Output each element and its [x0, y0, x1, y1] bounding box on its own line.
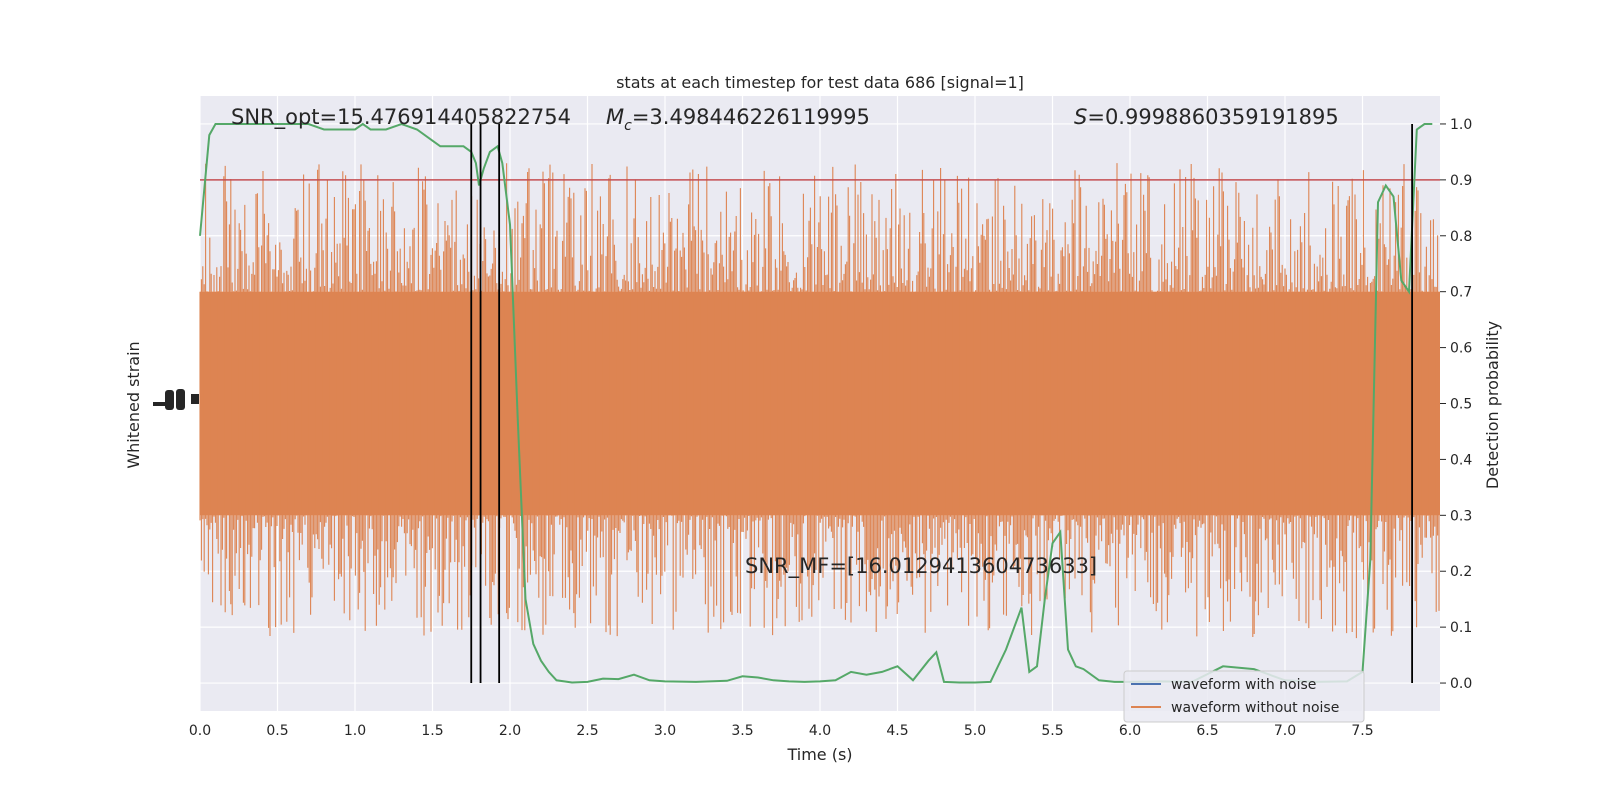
y-right-tick-labels: 0.0 0.1 0.2 0.3 0.4 0.5 0.6 0.7 0.8 0.9 1.0	[1440, 117, 1472, 692]
y-right-tick-label: 0.4	[1450, 452, 1472, 468]
snr-mf-annotation: SNR_MF=[16.012941360473633]	[745, 554, 1097, 579]
x-tick-label: 3.5	[731, 723, 753, 739]
waveform-spikes	[199, 163, 1440, 639]
y-right-tick-label: 0.2	[1450, 564, 1472, 580]
legend-label-with-noise: waveform with noise	[1171, 677, 1316, 693]
snr-opt-annotation: SNR_opt=15.476914405822754	[231, 105, 571, 130]
y-right-tick-label: 0.5	[1450, 397, 1472, 413]
y-right-tick-label: 0.8	[1450, 229, 1472, 245]
y-right-tick-label: 0.3	[1450, 508, 1472, 524]
y-right-tick-label: 0.9	[1450, 173, 1472, 189]
left-tick-clutter	[153, 389, 199, 410]
x-tick-label: 1.5	[421, 723, 443, 739]
y-right-tick-label: 0.0	[1450, 676, 1472, 692]
x-axis-label: Time (s)	[786, 745, 852, 764]
x-tick-label: 0.0	[189, 723, 211, 739]
y-right-tick-label: 1.0	[1450, 117, 1472, 133]
x-tick-label: 3.0	[654, 723, 676, 739]
s-annotation: S=0.9998860359191895	[1074, 105, 1339, 129]
x-tick-label: 7.0	[1274, 723, 1296, 739]
x-tick-label: 0.5	[266, 723, 288, 739]
chart-title: stats at each timestep for test data 686…	[616, 73, 1024, 92]
chirp-mass-annotation: Mc=3.498446226119995	[606, 105, 870, 134]
legend-label-without-noise: waveform without noise	[1171, 700, 1339, 716]
x-tick-label: 5.0	[964, 723, 986, 739]
y-right-tick-label: 0.6	[1450, 341, 1472, 357]
x-tick-label: 1.0	[344, 723, 366, 739]
x-tick-label: 2.5	[576, 723, 598, 739]
y-right-tick-label: 0.1	[1450, 620, 1472, 636]
x-tick-label: 2.0	[499, 723, 521, 739]
x-tick-label: 5.5	[1041, 723, 1063, 739]
vertical-markers	[470, 123, 1413, 684]
legend: waveform with noise waveform without noi…	[1123, 670, 1365, 723]
x-tick-labels: 0.0 0.5 1.0 1.5 2.0 2.5 3.0 3.5 4.0 4.5 5.0 5.5 6.0 6…	[189, 723, 1374, 739]
x-tick-label: 7.5	[1351, 723, 1373, 739]
x-tick-label: 4.5	[886, 723, 908, 739]
y-left-axis-label: Whitened strain	[124, 341, 143, 468]
x-tick-label: 4.0	[809, 723, 831, 739]
x-tick-label: 6.5	[1196, 723, 1218, 739]
y-right-tick-label: 0.7	[1450, 285, 1472, 301]
waveform-without-noise-band	[199, 163, 1440, 639]
x-tick-label: 6.0	[1119, 723, 1141, 739]
y-right-axis-label: Detection probability	[1483, 321, 1502, 489]
